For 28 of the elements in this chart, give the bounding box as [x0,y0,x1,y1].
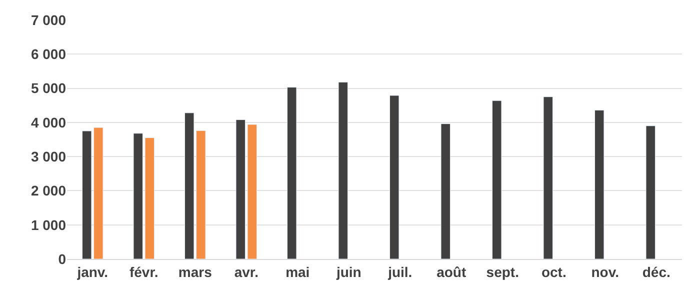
bar [287,87,297,259]
bar [646,126,656,259]
bar [338,82,348,259]
bar [390,95,400,259]
bar [440,124,450,259]
x-tick-label: mai [286,264,310,280]
y-tick-label: 2 000 [30,182,66,199]
x-tick-label: févr. [129,264,158,280]
bar [543,96,553,259]
y-tick-label: 1 000 [30,216,66,233]
x-tick-label: janv. [76,264,108,280]
y-tick-label: 3 000 [30,148,66,164]
x-tick-label: mars [178,264,212,280]
x-tick-label: août [436,264,466,280]
x-tick-label: sept. [486,264,519,280]
y-tick-label: 5 000 [30,80,66,96]
x-tick-label: oct. [541,264,566,280]
y-tick-label: 6 000 [30,46,66,62]
x-tick-label: juil. [387,264,412,280]
y-tick-label: 4 000 [30,114,66,130]
x-tick-label: avr. [234,264,258,280]
bar [492,100,502,259]
bar [594,110,604,259]
y-tick-label: 0 [58,250,66,267]
x-tick-label: déc. [642,264,670,280]
x-tick-label: juin [335,264,362,280]
y-tick-label: 7 000 [30,12,66,28]
x-tick-label: nov. [591,264,620,280]
